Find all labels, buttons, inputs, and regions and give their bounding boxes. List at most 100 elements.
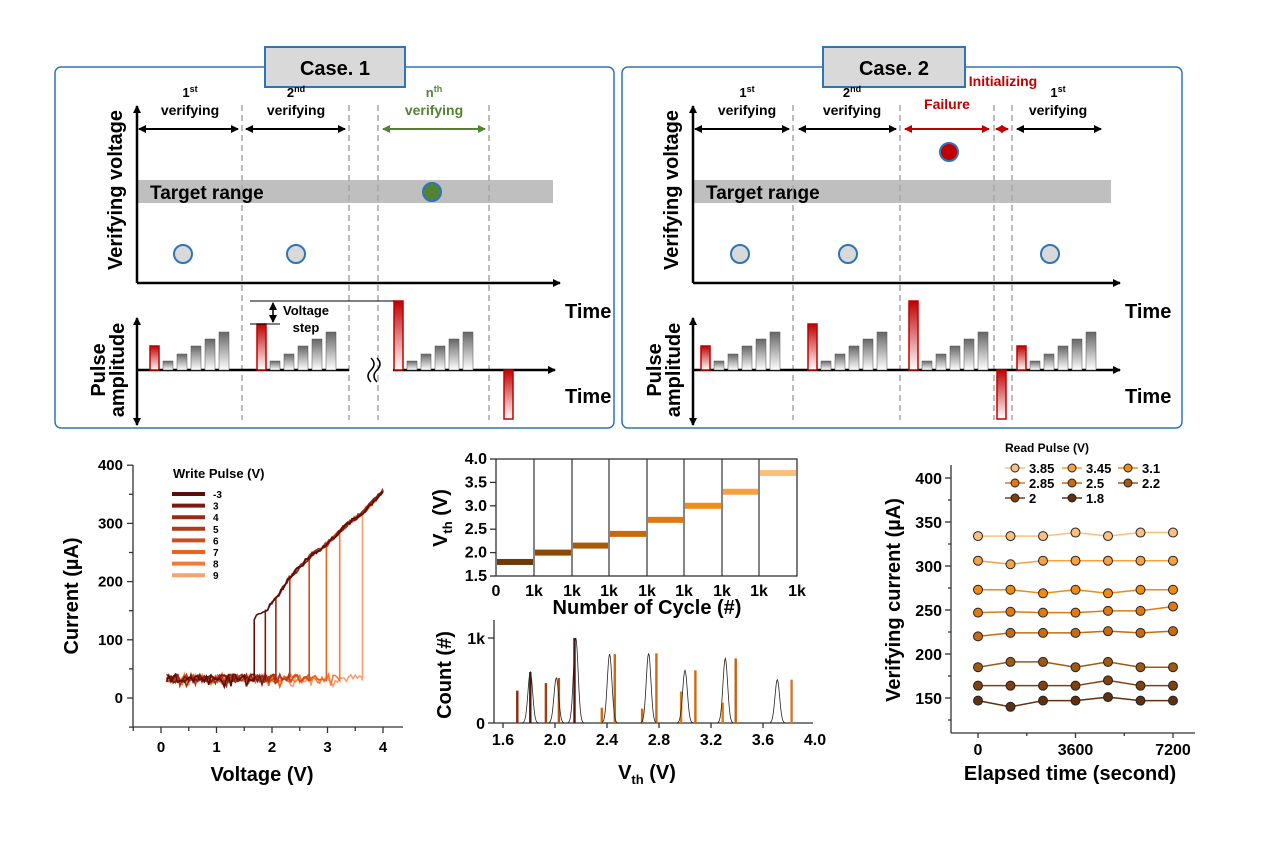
verify-pulse xyxy=(1043,353,1055,371)
y-axis-label: Pulse xyxy=(644,343,666,396)
data-point xyxy=(1038,627,1048,638)
erase-pulse xyxy=(503,369,514,420)
iv-series-4 xyxy=(166,487,384,689)
vth-level-band xyxy=(610,530,646,537)
case-1-diagram: Case. 1 Target range Time Time Verifying vol… xyxy=(54,46,615,429)
program-pulse xyxy=(256,323,267,371)
tick-label: 2.0 xyxy=(544,732,566,749)
tick-label: 1 xyxy=(212,739,220,756)
phase-ordinal: 1st xyxy=(1050,84,1065,100)
y-axis-label: Count (#) xyxy=(434,631,456,719)
time-label: Time xyxy=(565,301,611,323)
x-axis-label: Elapsed time (second) xyxy=(964,763,1176,785)
vth-level-band xyxy=(648,516,683,523)
voltage-step-label: step xyxy=(293,320,320,335)
verify-pulse xyxy=(162,360,174,371)
tick-label: 0 xyxy=(492,583,501,600)
data-point xyxy=(1038,588,1048,599)
data-point xyxy=(1103,605,1113,616)
distribution-curve xyxy=(640,653,657,724)
tick-label: 1k xyxy=(467,631,485,648)
tick-label: 1k xyxy=(638,583,656,600)
ordinal-number: 1 xyxy=(182,85,189,100)
legend-marker xyxy=(1067,493,1077,503)
x-axis-label: Voltage (V) xyxy=(211,764,314,786)
data-point xyxy=(1168,680,1178,691)
data-point xyxy=(973,680,983,691)
verify-pulse xyxy=(297,345,309,371)
time-label: Time xyxy=(565,386,611,408)
legend-label: 6 xyxy=(213,536,219,547)
legend-marker xyxy=(1067,463,1077,473)
data-point xyxy=(973,631,983,642)
tick-label: 250 xyxy=(915,603,942,620)
legend-label: 2.5 xyxy=(1086,476,1104,491)
in-range-point xyxy=(422,182,442,202)
tick-label: 400 xyxy=(915,471,942,488)
legend-label: 2.85 xyxy=(1029,476,1054,491)
histogram-spike xyxy=(721,702,724,723)
ordinal-number: 2 xyxy=(843,85,850,100)
data-point xyxy=(1038,695,1048,706)
data-point xyxy=(1070,695,1081,706)
verify-pulse xyxy=(420,353,432,371)
ordinal-number: 1 xyxy=(739,85,746,100)
distribution-curve xyxy=(769,678,786,724)
data-point xyxy=(973,531,983,542)
target-range-label: Target range xyxy=(150,183,264,204)
data-point xyxy=(1168,695,1178,706)
legend-label: 1.8 xyxy=(1086,491,1104,506)
data-point xyxy=(1103,692,1113,703)
y-axis-label: Verifying voltage xyxy=(105,110,127,270)
data-point xyxy=(1005,559,1016,570)
data-point xyxy=(1135,627,1146,638)
legend-label: 3 xyxy=(213,502,219,513)
tick-label: 0 xyxy=(115,690,123,707)
tick-label: 0 xyxy=(974,742,983,759)
ordinal-suffix: th xyxy=(434,84,443,94)
legend-label: 9 xyxy=(213,571,219,582)
verify-pulse xyxy=(963,338,975,371)
y-axis-label: Vth (V) xyxy=(430,489,455,547)
verify-pulse xyxy=(1071,338,1083,371)
vth-level-band xyxy=(723,488,758,495)
program-pulse xyxy=(908,300,919,371)
data-point xyxy=(973,607,983,618)
legend-label: 4 xyxy=(213,513,219,524)
phase-label: verifying xyxy=(161,102,219,118)
distribution-curve xyxy=(677,669,693,724)
data-point xyxy=(1070,607,1081,618)
time-label: Time xyxy=(1125,386,1171,408)
tick-label: 350 xyxy=(915,515,942,532)
phase-label: verifying xyxy=(405,102,463,118)
tick-label: 4.0 xyxy=(804,732,826,749)
verify-pulse xyxy=(1085,331,1097,371)
phase-ordinal: 1st xyxy=(739,84,754,100)
legend-label: 3.85 xyxy=(1029,461,1054,476)
histogram-spike xyxy=(516,690,519,723)
unverified-point xyxy=(286,244,306,264)
data-point xyxy=(1103,626,1113,637)
ordinal-suffix: st xyxy=(1058,84,1066,94)
tick-label: 1k xyxy=(525,583,543,600)
verify-pulse xyxy=(269,360,281,371)
program-pulse xyxy=(149,345,160,371)
verify-pulse xyxy=(848,345,860,371)
vth-level-band xyxy=(497,558,533,565)
data-point xyxy=(1135,605,1146,616)
tick-label: 2.5 xyxy=(465,521,487,538)
tick-label: 2.8 xyxy=(648,732,670,749)
data-point xyxy=(1005,656,1016,667)
tick-label: 0 xyxy=(157,739,165,756)
voltage-step-label: Voltage xyxy=(283,303,329,318)
iv-series--3 xyxy=(165,490,384,690)
data-point xyxy=(1070,555,1081,566)
tick-label: 2 xyxy=(268,739,276,756)
verify-pulse xyxy=(1029,360,1041,371)
tick-label: 150 xyxy=(915,691,942,708)
data-point xyxy=(1135,555,1146,566)
data-point xyxy=(1070,584,1081,595)
axis-break-icon xyxy=(367,357,381,383)
data-point xyxy=(1070,527,1081,538)
